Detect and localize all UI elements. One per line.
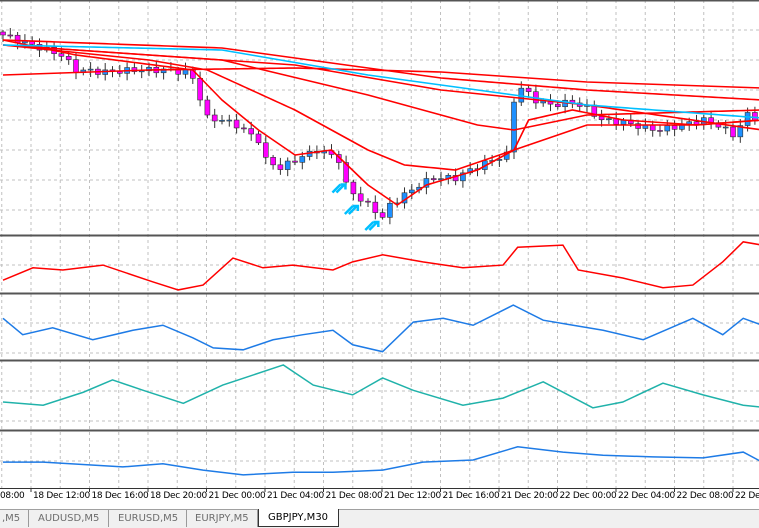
candle-bear <box>730 126 736 138</box>
candle-bear <box>671 125 678 130</box>
moving-average-line <box>2 39 759 206</box>
candle-bear <box>0 31 6 36</box>
candle-bull <box>284 160 291 170</box>
candle-bull <box>226 119 233 122</box>
candle-bear <box>233 119 240 129</box>
moving-average-line <box>2 44 759 131</box>
candle-bear <box>211 114 218 122</box>
candle-bear <box>598 116 605 120</box>
candle-bear <box>270 157 276 166</box>
time-axis-label: 21 Dec 08:00 <box>325 491 383 501</box>
time-axis-label: 22 Dec <box>735 491 759 501</box>
candle-bear <box>204 99 211 116</box>
candle-bull <box>511 101 517 153</box>
candle-bear <box>65 56 72 60</box>
candle-bear <box>635 123 641 129</box>
indicator-line <box>2 241 759 291</box>
indicator-line <box>2 364 759 409</box>
candle-bull <box>219 120 225 122</box>
candle-bull <box>87 68 94 71</box>
tab-eurjpy[interactable]: EURJPY,M5 <box>187 510 258 527</box>
candle-bull <box>408 189 415 194</box>
candle-bear <box>365 200 371 203</box>
tab-audusd[interactable]: AUDUSD,M5 <box>29 510 109 527</box>
candle-bull <box>664 125 671 132</box>
candle-bear <box>350 181 357 195</box>
candle-bear <box>649 124 656 131</box>
time-axis-label: 21 Dec 00:00 <box>208 491 266 501</box>
time-axis-label: 21 Dec 12:00 <box>384 491 441 501</box>
time-axis-label: 22 Dec 08:00 <box>676 491 734 501</box>
time-axis-label: 22 Dec 04:00 <box>618 491 675 501</box>
price-chart[interactable] <box>0 0 759 509</box>
tab-gbpjpy[interactable]: GBPJPY,M30 <box>258 509 339 527</box>
time-axis-label: 21 Dec 20:00 <box>501 491 558 501</box>
moving-average-line <box>2 67 759 89</box>
candle-bear <box>197 78 203 101</box>
candle-bull <box>299 156 306 163</box>
candle-bear <box>657 130 663 132</box>
candle-bear <box>372 201 379 213</box>
candle-bear <box>255 133 262 144</box>
moving-average-line <box>2 44 759 131</box>
candle-bear <box>131 67 138 72</box>
candle-bear <box>73 59 79 73</box>
time-axis-label: 18 Dec 20:00 <box>150 491 207 501</box>
candle-bear <box>14 34 21 44</box>
candle-bear <box>241 127 247 130</box>
candle-bull <box>460 172 466 182</box>
buy-arrow-icon <box>331 183 347 194</box>
moving-average-line <box>2 44 759 119</box>
candle-bear <box>343 162 349 183</box>
chart-tab-bar: ,M5 AUDUSD,M5 EURUSD,M5 EURJPY,M5 GBPJPY… <box>0 509 759 528</box>
candle-bull <box>146 66 152 72</box>
moving-average-line <box>2 44 759 171</box>
time-axis-label: 21 Dec 04:00 <box>267 491 324 501</box>
indicator-line <box>2 304 759 353</box>
candle-bull <box>387 202 393 218</box>
time-axis-label: 22 Dec 00:00 <box>559 491 617 501</box>
candle-bear <box>58 53 65 57</box>
candle-bull <box>722 126 729 129</box>
candle-bear <box>7 34 14 37</box>
candle-bull <box>737 125 744 138</box>
candle-bear <box>452 175 459 182</box>
candle-bear <box>554 103 561 108</box>
time-axis-label: 21 Dec 16:00 <box>442 491 500 501</box>
candle-bear <box>262 142 269 158</box>
candle-bear <box>357 193 364 202</box>
time-axis-label: 18 Dec 12:00 <box>33 491 90 501</box>
time-axis-label: 08:00 <box>0 491 25 501</box>
tab-eurusd[interactable]: EURUSD,M5 <box>109 510 187 527</box>
tab-partial[interactable]: ,M5 <box>0 510 29 527</box>
candle-bull <box>423 178 430 188</box>
buy-arrow-icon <box>343 204 360 215</box>
candle-bull <box>744 112 751 126</box>
time-axis-label: 18 Dec 16:00 <box>91 491 149 501</box>
candle-bear <box>430 178 437 181</box>
candle-bull <box>606 118 612 120</box>
candle-bear <box>525 87 532 92</box>
candle-bear <box>292 160 298 163</box>
candle-bear <box>248 128 254 135</box>
candle-bear <box>379 212 386 218</box>
candle-bear <box>277 164 284 170</box>
indicator-line <box>3 446 759 476</box>
buy-arrow-icon <box>364 220 380 231</box>
